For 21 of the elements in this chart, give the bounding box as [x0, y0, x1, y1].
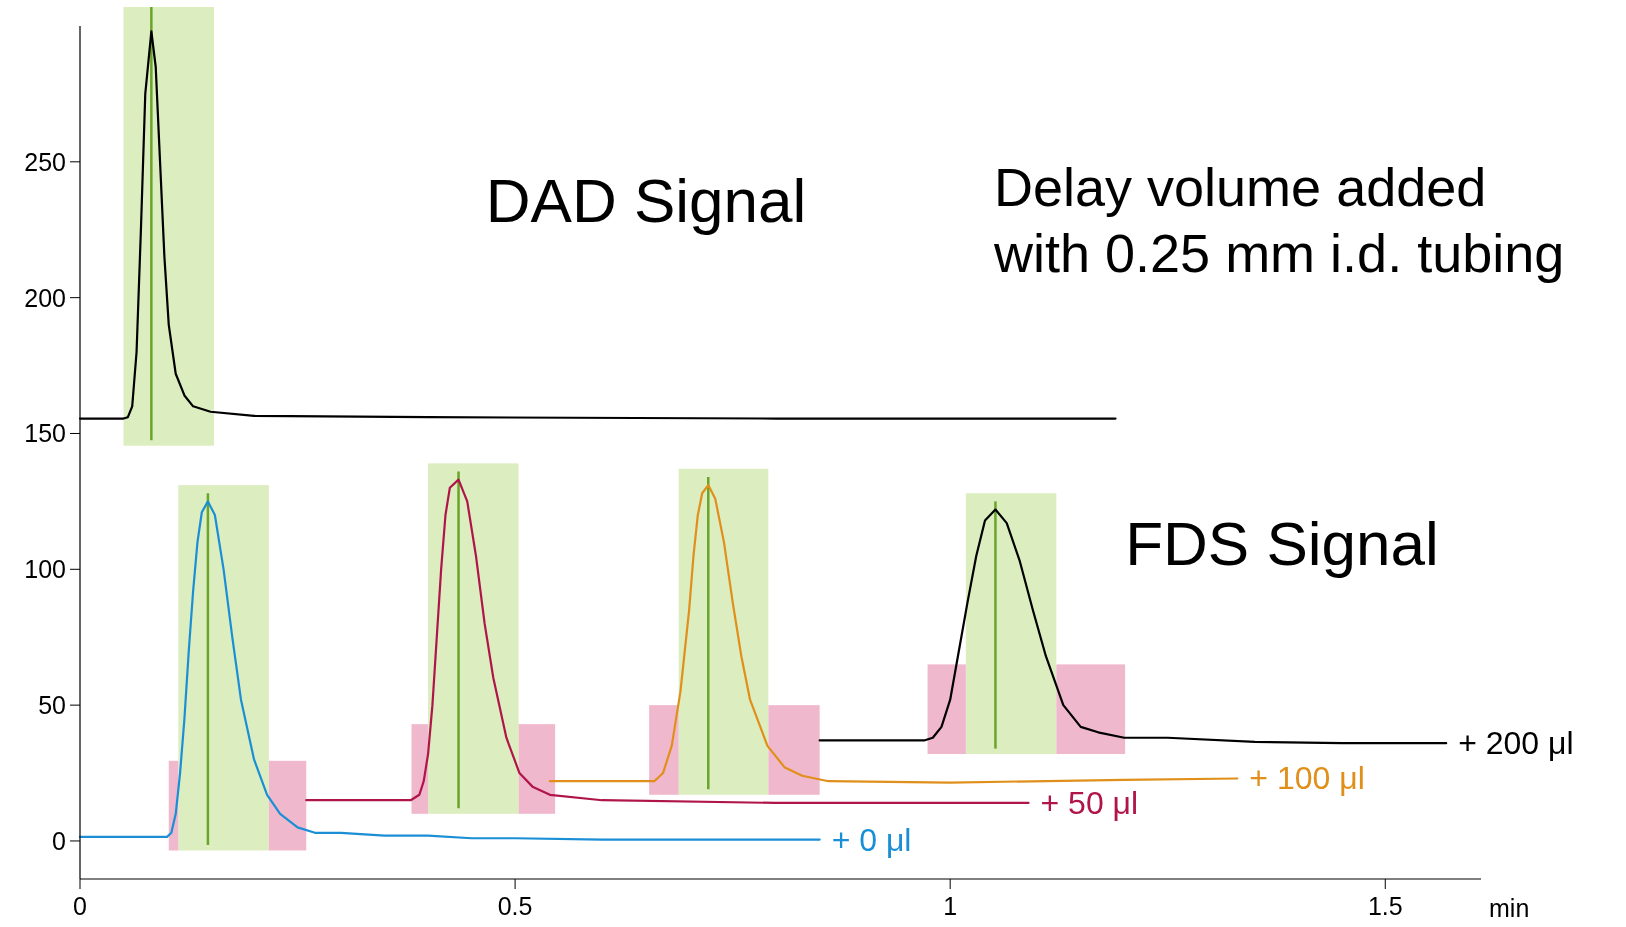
x-tick-label: 0.5: [497, 892, 533, 920]
annotation: DAD Signal: [485, 166, 807, 235]
line-series: [818, 508, 1448, 745]
x-tick-label: 1.5: [1367, 892, 1403, 920]
y-tick-label: 50: [38, 691, 66, 720]
series-label: + 100 μl: [1249, 760, 1365, 797]
y-tick-label: 0: [52, 826, 66, 855]
y-tick-label: 200: [24, 283, 66, 312]
y-tick-label: 150: [24, 419, 66, 448]
line-series: [305, 478, 1030, 805]
x-tick-label: 0: [73, 892, 87, 920]
annotation: Delay volume added with 0.25 mm i.d. tubing: [993, 157, 1565, 283]
series-label: + 50 μl: [1040, 784, 1139, 821]
series-label: + 0 μl: [831, 821, 912, 858]
x-tick-label: 1: [943, 892, 958, 920]
annotation: FDS Signal: [1125, 509, 1439, 578]
x-axis-title: min: [1489, 894, 1530, 922]
series-label: + 200 μl: [1458, 725, 1574, 762]
y-tick-label: 100: [24, 555, 66, 584]
line-series: [78, 500, 821, 841]
y-tick-label: 250: [24, 147, 66, 176]
